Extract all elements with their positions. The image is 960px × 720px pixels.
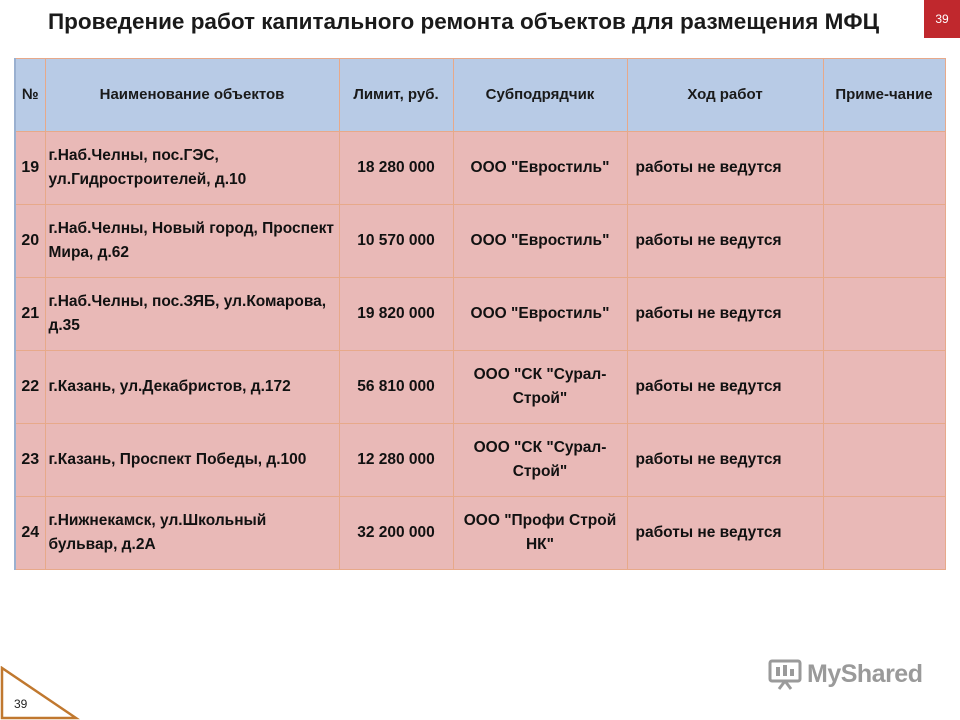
cell-limit: 19 820 000 bbox=[338, 277, 454, 351]
cell-num: 22 bbox=[14, 350, 46, 424]
table-row: 22 г.Казань, ул.Декабристов, д.172 56 81… bbox=[14, 350, 946, 424]
cell-progress: работы не ведутся bbox=[626, 496, 824, 570]
table-row: 24 г.Нижнекамск, ул.Школьный бульвар, д.… bbox=[14, 496, 946, 570]
cell-name: г.Казань, Проспект Победы, д.100 bbox=[44, 423, 340, 497]
cell-num: 23 bbox=[14, 423, 46, 497]
cell-progress: работы не ведутся bbox=[626, 277, 824, 351]
table-row: 23 г.Казань, Проспект Победы, д.100 12 2… bbox=[14, 423, 946, 497]
cell-name: г.Казань, ул.Декабристов, д.172 bbox=[44, 350, 340, 424]
header-progress: Ход работ bbox=[626, 58, 824, 132]
header-name: Наименование объектов bbox=[44, 58, 340, 132]
cell-subcontractor: ООО "СК "Сурал-Строй" bbox=[452, 423, 628, 497]
cell-progress: работы не ведутся bbox=[626, 131, 824, 205]
cell-limit: 32 200 000 bbox=[338, 496, 454, 570]
cell-note bbox=[822, 277, 946, 351]
cell-note bbox=[822, 423, 946, 497]
page-number: 39 bbox=[14, 697, 28, 711]
cell-subcontractor: ООО "Евростиль" bbox=[452, 131, 628, 205]
table-row: 21 г.Наб.Челны, пос.ЗЯБ, ул.Комарова, д.… bbox=[14, 277, 946, 351]
cell-progress: работы не ведутся bbox=[626, 204, 824, 278]
cell-note bbox=[822, 350, 946, 424]
table-header-row: № Наименование объектов Лимит, руб. Субп… bbox=[14, 58, 946, 132]
cell-num: 24 bbox=[14, 496, 46, 570]
objects-table-container: № Наименование объектов Лимит, руб. Субп… bbox=[14, 58, 946, 570]
cell-name: г.Наб.Челны, пос.ЗЯБ, ул.Комарова, д.35 bbox=[44, 277, 340, 351]
cell-subcontractor: ООО "СК "Сурал-Строй" bbox=[452, 350, 628, 424]
watermark-text: MyShared bbox=[807, 659, 923, 688]
presentation-icon bbox=[768, 659, 802, 690]
header-limit: Лимит, руб. bbox=[338, 58, 454, 132]
slide-title: Проведение работ капитального ремонта об… bbox=[48, 9, 880, 34]
cell-name: г.Наб.Челны, пос.ГЭС, ул.Гидростроителей… bbox=[44, 131, 340, 205]
table-row: 20 г.Наб.Челны, Новый город, Проспект Ми… bbox=[14, 204, 946, 278]
cell-progress: работы не ведутся bbox=[626, 423, 824, 497]
cell-num: 21 bbox=[14, 277, 46, 351]
cell-limit: 10 570 000 bbox=[338, 204, 454, 278]
cell-note bbox=[822, 496, 946, 570]
cell-subcontractor: ООО "Профи Строй НК" bbox=[452, 496, 628, 570]
cell-name: г.Нижнекамск, ул.Школьный бульвар, д.2А bbox=[44, 496, 340, 570]
header-note: Приме-чание bbox=[822, 58, 946, 132]
cell-name: г.Наб.Челны, Новый город, Проспект Мира,… bbox=[44, 204, 340, 278]
cell-subcontractor: ООО "Евростиль" bbox=[452, 277, 628, 351]
cell-note bbox=[822, 204, 946, 278]
cell-num: 20 bbox=[14, 204, 46, 278]
cell-note bbox=[822, 131, 946, 205]
cell-limit: 56 810 000 bbox=[338, 350, 454, 424]
cell-num: 19 bbox=[14, 131, 46, 205]
page-corner-triangle-icon bbox=[0, 666, 80, 720]
cell-limit: 12 280 000 bbox=[338, 423, 454, 497]
cell-progress: работы не ведутся bbox=[626, 350, 824, 424]
watermark: MyShared bbox=[767, 654, 923, 694]
slide-number-badge: 39 bbox=[924, 0, 960, 38]
header-num: № bbox=[14, 58, 46, 132]
cell-limit: 18 280 000 bbox=[338, 131, 454, 205]
header-subcontractor: Субподрядчик bbox=[452, 58, 628, 132]
objects-table: № Наименование объектов Лимит, руб. Субп… bbox=[14, 58, 946, 570]
table-row: 19 г.Наб.Челны, пос.ГЭС, ул.Гидростроите… bbox=[14, 131, 946, 205]
cell-subcontractor: ООО "Евростиль" bbox=[452, 204, 628, 278]
